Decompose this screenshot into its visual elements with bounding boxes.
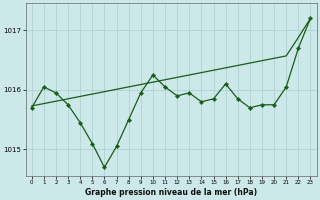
X-axis label: Graphe pression niveau de la mer (hPa): Graphe pression niveau de la mer (hPa)	[85, 188, 257, 197]
